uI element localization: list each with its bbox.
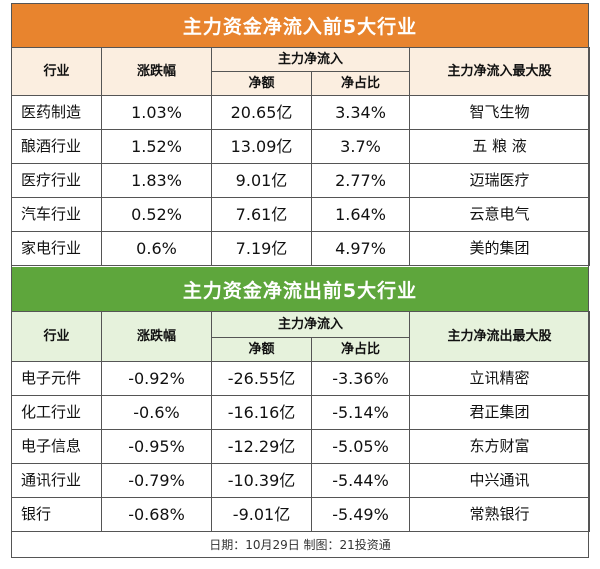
table-row: 家电行业 0.6% 7.19亿 4.97% 美的集团 [11,231,591,266]
change-cell: -0.68% [101,497,212,532]
stock-cell: 常熟银行 [409,497,591,532]
amount-cell: 7.61亿 [211,197,312,232]
ratio-cell: 2.77% [310,163,411,198]
change-cell: 0.6% [101,231,212,266]
header-change: 涨跌幅 [101,47,212,96]
ratio-cell: -3.36% [310,361,411,396]
header-ratio: 净占比 [310,337,411,362]
stock-cell: 迈瑞医疗 [409,163,591,198]
ratio-cell: 3.7% [310,129,411,164]
footer-credit: 日期：10月29日 制图：21投资通 [11,532,589,558]
table-row: 汽车行业 0.52% 7.61亿 1.64% 云意电气 [11,197,591,232]
industry-cell: 银行 [11,497,102,532]
table-row: 医疗行业 1.83% 9.01亿 2.77% 迈瑞医疗 [11,163,591,198]
table-row: 化工行业 -0.6% -16.16亿 -5.14% 君正集团 [11,395,591,430]
industry-cell: 家电行业 [11,231,102,266]
amount-cell: -16.16亿 [211,395,312,430]
table-row: 电子信息 -0.95% -12.29亿 -5.05% 东方财富 [11,429,591,464]
table-row: 银行 -0.68% -9.01亿 -5.49% 常熟银行 [11,497,591,532]
ratio-cell: -5.05% [310,429,411,464]
ratio-cell: 4.97% [310,231,411,266]
header-industry: 行业 [11,311,102,362]
amount-cell: -9.01亿 [211,497,312,532]
ratio-cell: 3.34% [310,95,411,130]
ratio-cell: -5.49% [310,497,411,532]
change-cell: 1.83% [101,163,212,198]
amount-cell: 20.65亿 [211,95,312,130]
header-net-flow: 主力净流入 [210,47,411,72]
ratio-cell: -5.14% [310,395,411,430]
header-amount: 净额 [211,71,312,96]
industry-cell: 汽车行业 [11,197,102,232]
change-cell: -0.6% [101,395,212,430]
amount-cell: 9.01亿 [211,163,312,198]
stock-cell: 智飞生物 [409,95,591,130]
change-cell: -0.95% [101,429,212,464]
amount-cell: -26.55亿 [211,361,312,396]
change-cell: -0.79% [101,463,212,498]
amount-cell: -12.29亿 [211,429,312,464]
header-industry: 行业 [11,47,102,96]
table-row: 酿酒行业 1.52% 13.09亿 3.7% 五 粮 液 [11,129,591,164]
stock-cell: 云意电气 [409,197,591,232]
header-change: 涨跌幅 [101,311,212,362]
header-top-stock: 主力净流入最大股 [409,47,591,96]
industry-cell: 通讯行业 [11,463,102,498]
stock-cell: 立讯精密 [409,361,591,396]
industry-cell: 电子元件 [11,361,102,396]
stock-cell: 五 粮 液 [409,129,591,164]
header-amount: 净额 [211,337,312,362]
stock-cell: 君正集团 [409,395,591,430]
amount-cell: 13.09亿 [211,129,312,164]
change-cell: 0.52% [101,197,212,232]
industry-cell: 电子信息 [11,429,102,464]
industry-cell: 医药制造 [11,95,102,130]
industry-cell: 医疗行业 [11,163,102,198]
stock-cell: 美的集团 [409,231,591,266]
table-row: 通讯行业 -0.79% -10.39亿 -5.44% 中兴通讯 [11,463,591,498]
table-row: 医药制造 1.03% 20.65亿 3.34% 智飞生物 [11,95,591,130]
industry-cell: 化工行业 [11,395,102,430]
header-top-stock: 主力净流出最大股 [409,311,591,362]
amount-cell: 7.19亿 [211,231,312,266]
amount-cell: -10.39亿 [211,463,312,498]
ratio-cell: -5.44% [310,463,411,498]
change-cell: 1.52% [101,129,212,164]
change-cell: -0.92% [101,361,212,396]
inflow-table: 行业 涨跌幅 主力净流入 主力净流入最大股 净额 净占比 医药制造 1.03% … [11,47,591,266]
ratio-cell: 1.64% [310,197,411,232]
industry-cell: 酿酒行业 [11,129,102,164]
stock-cell: 中兴通讯 [409,463,591,498]
stock-cell: 东方财富 [409,429,591,464]
table-row: 电子元件 -0.92% -26.55亿 -3.36% 立讯精密 [11,361,591,396]
inflow-title: 主力资金净流入前5大行业 [11,3,589,47]
outflow-table: 行业 涨跌幅 主力净流入 主力净流出最大股 净额 净占比 电子元件 -0.92%… [11,311,591,532]
outflow-title: 主力资金净流出前5大行业 [11,267,589,311]
change-cell: 1.03% [101,95,212,130]
header-net-flow: 主力净流入 [210,311,411,338]
header-ratio: 净占比 [310,71,411,96]
